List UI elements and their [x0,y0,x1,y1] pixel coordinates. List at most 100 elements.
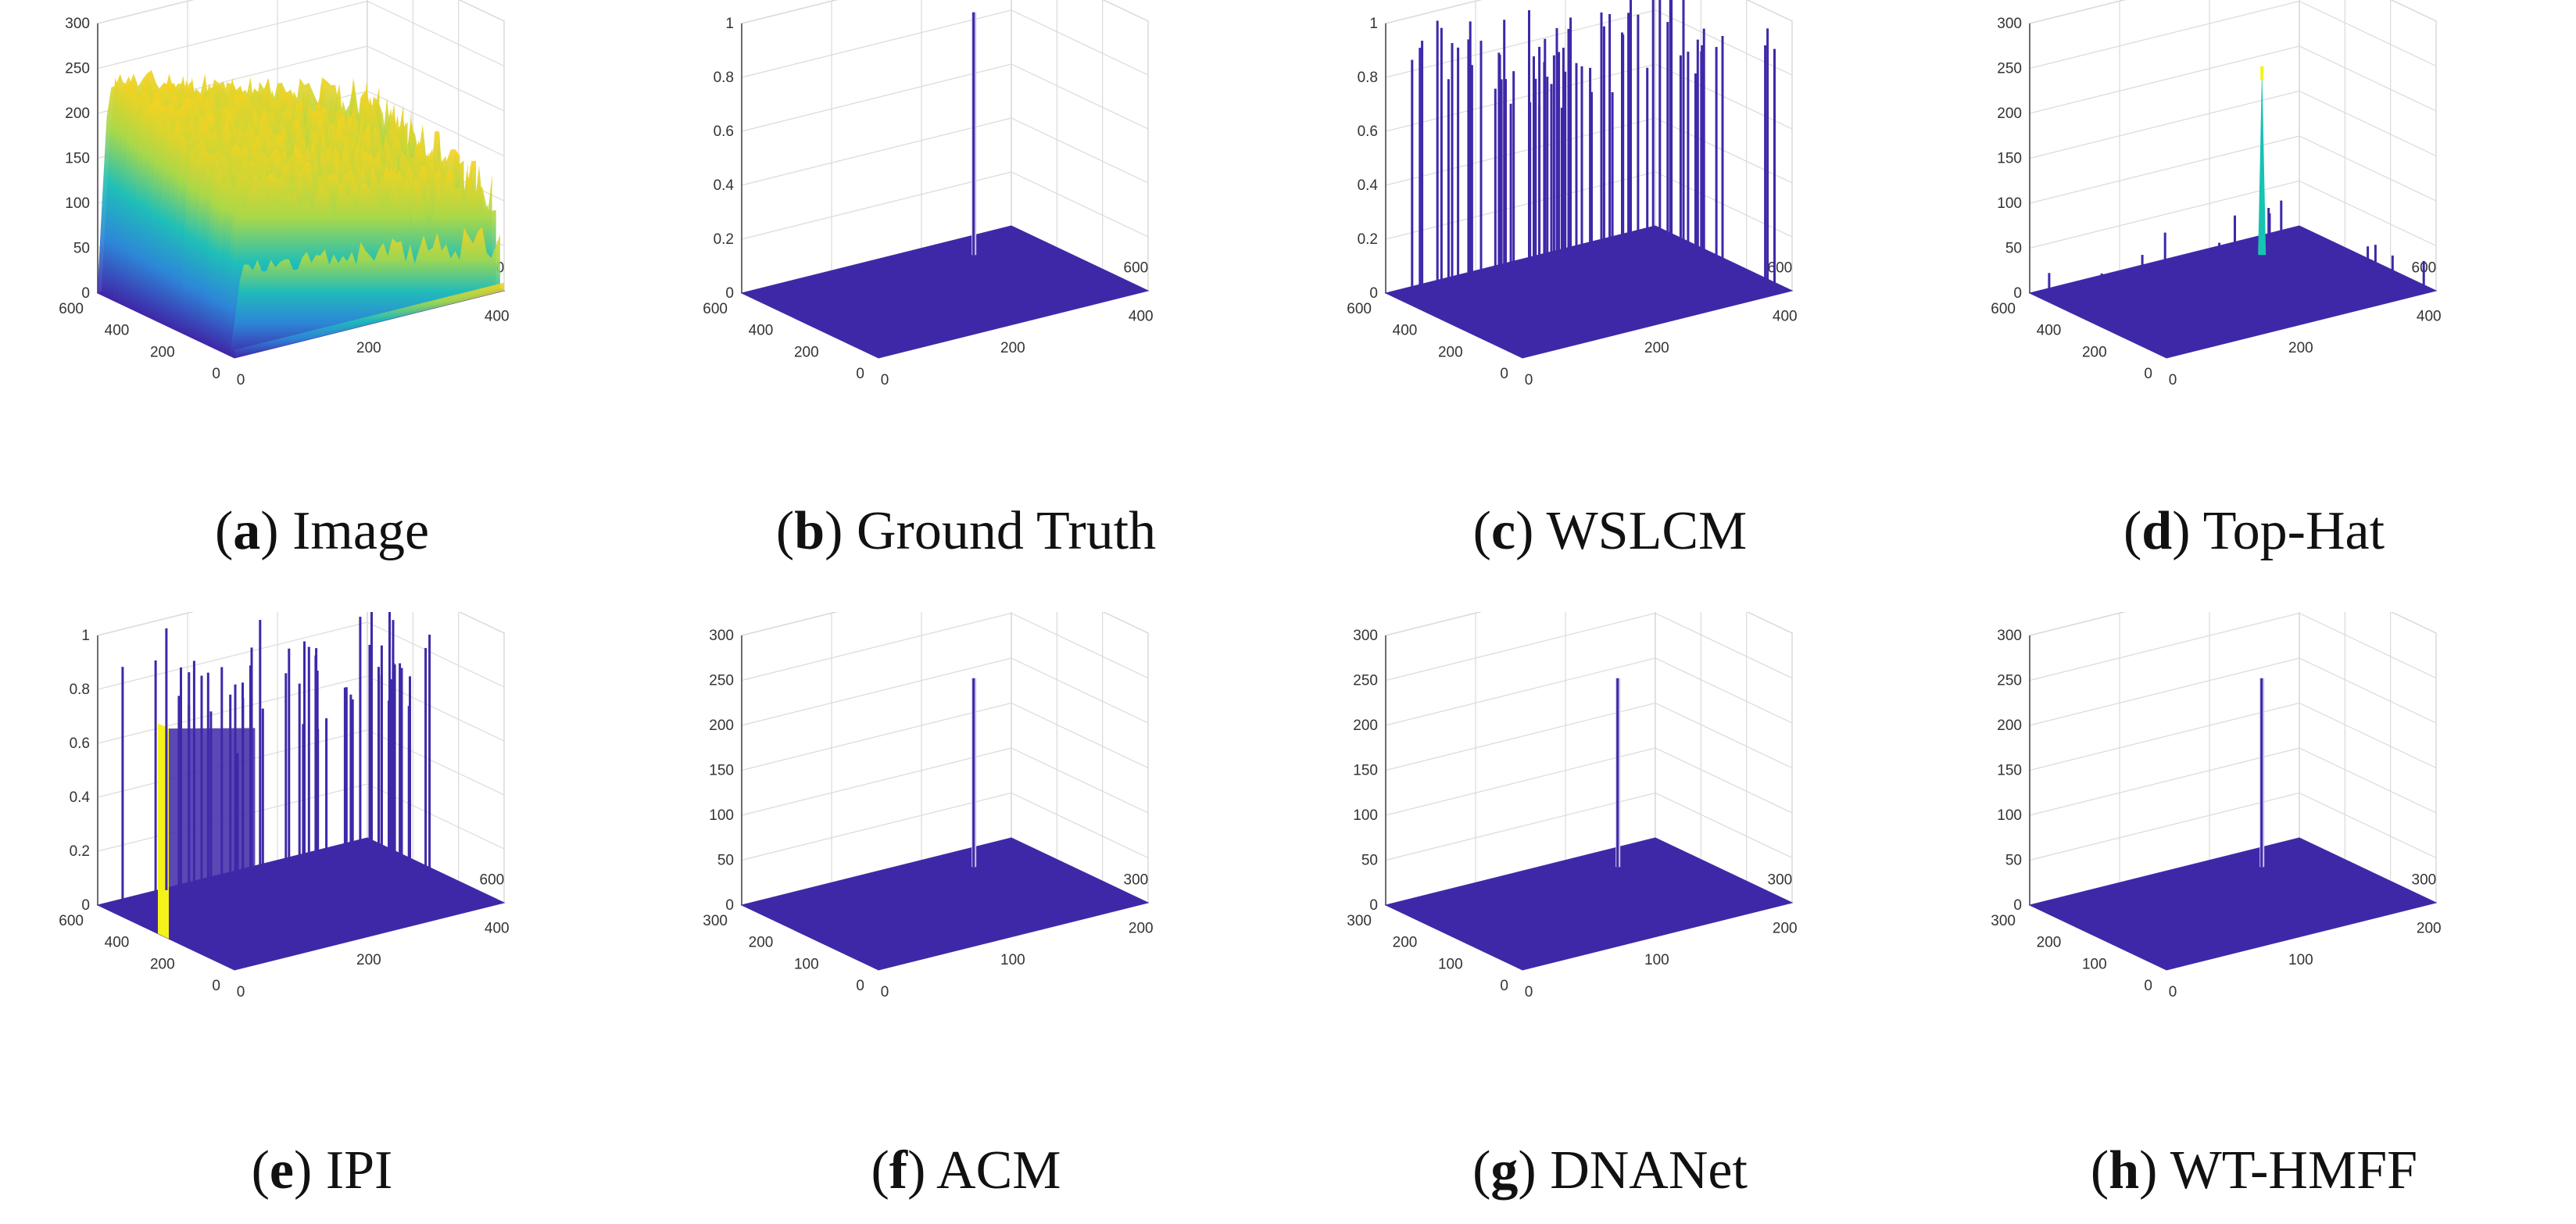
noise-spike [1580,66,1583,311]
noise-spike [2234,215,2236,250]
noise-spike [424,648,428,871]
noise-spike [1627,13,1630,259]
x-tick-label: 200 [1773,920,1798,936]
noise-spike [2281,230,2284,258]
z-tick-label: 0 [1369,897,1378,914]
caption-label-a: a [233,501,261,561]
y-tick-label: 200 [2037,935,2062,951]
noise-spike [2391,255,2394,277]
noise-spike [2367,246,2370,262]
y-tick-label: 400 [105,323,130,339]
caption-h: (h) WT-HMFF [2090,1140,2418,1201]
y-tick-label: 200 [749,935,774,951]
target-peak-tip [2260,66,2264,81]
noise-spike [2284,237,2286,264]
noise-spike [2331,281,2334,288]
noise-spike [370,612,373,856]
y-tick-label: 400 [105,935,130,951]
caption-label-c: c [1490,501,1516,561]
y-tick-label: 0 [2144,366,2152,382]
noise-spike [2195,288,2198,309]
x-tick-label: 0 [1525,984,1533,1000]
z-tick-label: 250 [1997,673,2022,689]
z-tick-label: 0 [725,897,734,914]
x-tick-label: 400 [1773,308,1798,324]
z-tick-label: 0.4 [714,177,735,194]
x-tick-label: 200 [2417,920,2442,936]
caption-b: (b) Ground Truth [775,501,1157,561]
noise-spike [1533,56,1535,324]
y-tick-label: 400 [1393,323,1418,339]
surface-floor [1384,837,1794,971]
noise-spike [2374,245,2377,272]
noise-spike [1701,45,1704,277]
noise-spike [229,694,232,934]
z-tick-label: 300 [709,628,734,644]
noise-spike [234,684,237,934]
noise-spike [1447,79,1450,312]
y-tick-label: 400 [2037,323,2062,339]
noise-spike [2196,324,2199,342]
caption-title-h: WT-HMFF [2170,1140,2418,1201]
x-tick-label: 0 [237,372,245,388]
noise-spike [316,671,319,898]
y-tick-label: 600 [703,301,728,317]
y-tick-label: 600 [1991,301,2016,317]
panel-g: 0 50 100 150 200 250 300 0 100 200 300 0 100 200 300 (… [1288,612,1932,1224]
noise-spike [1567,28,1570,279]
noise-spike [2263,299,2266,324]
z-tick-label: 50 [73,241,90,257]
caption-label-e: e [269,1140,294,1201]
noise-spike [1497,52,1501,292]
noise-spike [220,667,224,926]
noise-spike [1546,77,1549,327]
noise-spike [303,641,306,855]
noise-spike [209,711,213,919]
noise-spike [2257,275,2260,300]
noise-spike [165,628,168,890]
z-tick-label: 0.6 [70,735,90,752]
noise-spike [2268,213,2271,238]
noise-spike [1669,0,1672,242]
caption-g: (g) DNANet [1472,1140,1748,1201]
z-tick-label: 300 [65,16,90,32]
noise-spike [2258,309,2260,319]
y-tick-label: 400 [749,323,774,339]
noise-spike [1552,55,1555,297]
noise-spike [1637,14,1640,245]
x-tick-label: 0 [1525,372,1533,388]
panel-b: 0 0.2 0.4 0.6 0.8 1 0 200 400 600 0 200 400 600 (b) G… [644,0,1288,612]
noise-spike [315,648,318,899]
noise-spike [249,665,252,923]
surface-floor [1384,225,1794,359]
y-tick-label: 100 [2082,956,2107,972]
noise-spike [261,708,264,932]
z-tick-label: 50 [2005,241,2022,257]
noise-spike [2235,251,2238,281]
noise-spike [2133,284,2136,296]
x-tick-label: 100 [1000,952,1025,968]
x-tick-label: 100 [1644,952,1669,968]
noise-spike [388,700,390,925]
z-tick-label: 100 [1997,807,2022,824]
y-tick-label: 0 [856,978,864,994]
surface-floor [740,225,1150,359]
target-peak [1616,678,1619,868]
noise-spike [1558,52,1561,283]
z-tick-label: 0.8 [1358,70,1378,86]
noise-spike [2145,273,2148,299]
z-tick-label: 0 [81,285,90,302]
noise-spike [1602,26,1605,288]
x-tick-label: 100 [2288,952,2313,968]
noise-spike [1504,79,1507,313]
z-tick-label: 0 [1369,285,1378,302]
noise-spike [399,663,402,895]
caption-a: (a) Image [214,501,430,561]
z-tick-label: 200 [1997,718,2022,734]
caption-title-g: DNANet [1550,1140,1748,1201]
z-tick-label: 200 [65,106,90,122]
noise-spike [1457,47,1460,291]
caption-title-d: Top-Hat [2202,501,2385,561]
grid-line-z [97,612,505,636]
y-tick-label: 0 [856,366,864,382]
